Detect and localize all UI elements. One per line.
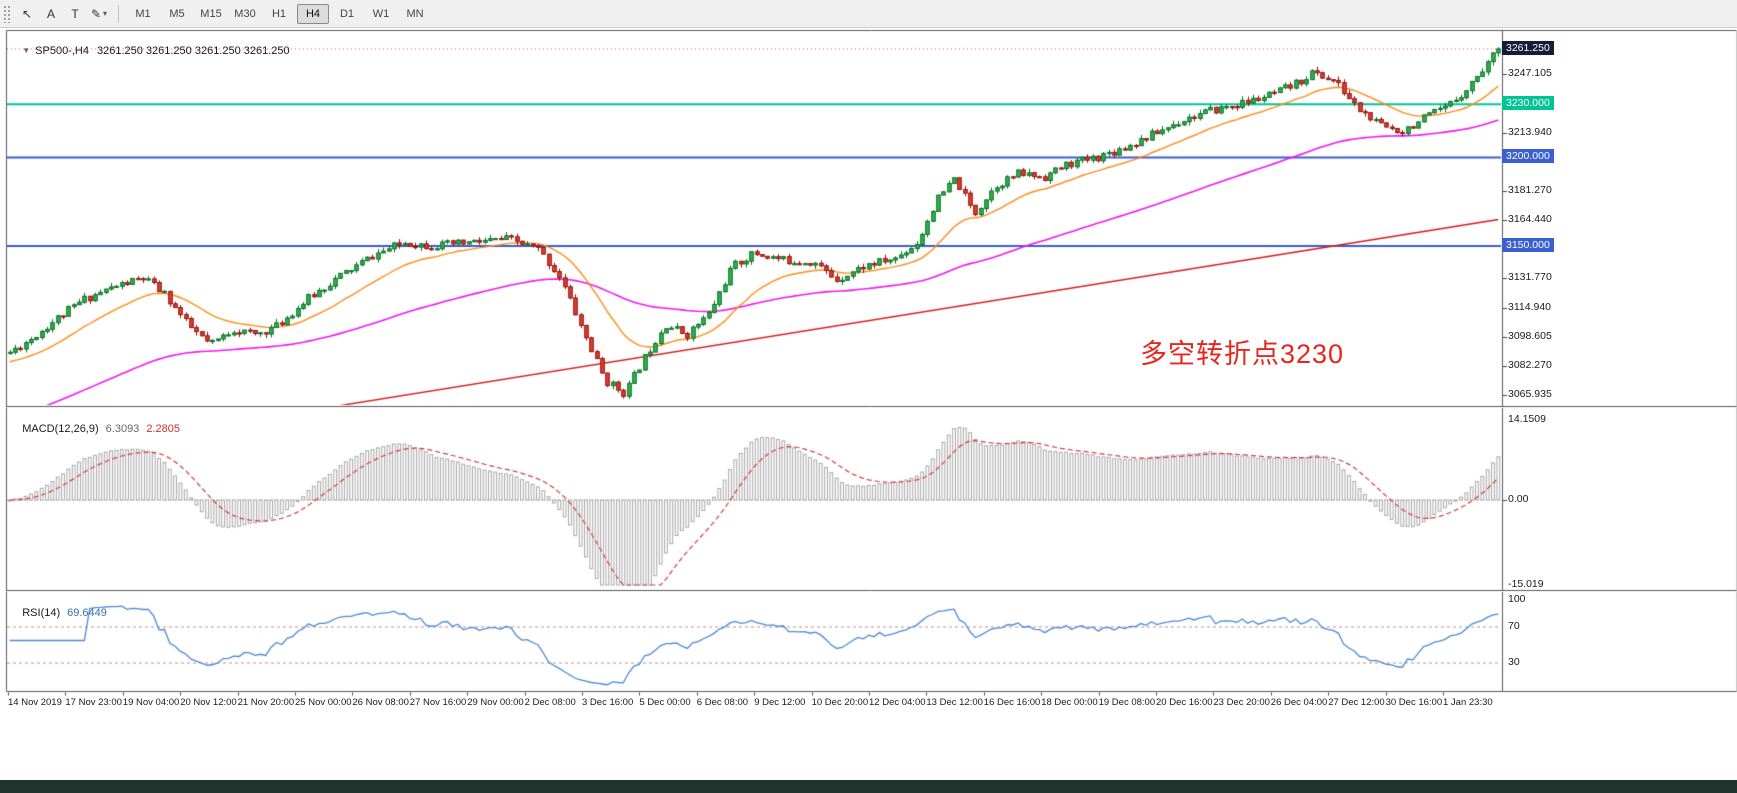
timeframe-button-m5[interactable]: M5 [169, 7, 185, 20]
symbol-header: ▼ SP500-,H4 3261.250 3261.250 3261.250 326… [10, 33, 290, 69]
time-axis-label: 2 Dec 08:00 [524, 697, 576, 708]
price-tick-label: 3082.270 [1508, 359, 1552, 372]
macd-axis-label: 14.1509 [1508, 413, 1546, 425]
ohlc-values: 3261.250 3261.250 3261.250 3261.250 [96, 45, 290, 57]
current-price-label: 3261.250 [1502, 40, 1554, 55]
time-axis-label: 25 Nov 00:00 [295, 697, 352, 708]
time-axis-label: 6 Dec 08:00 [696, 697, 749, 708]
chevron-down-icon: ▾ [103, 9, 108, 18]
macd-main-value: 6.3093 [105, 423, 140, 435]
price-tick-label: 3164.440 [1508, 213, 1552, 226]
time-axis-label: 21 Nov 20:00 [237, 697, 295, 708]
price-level-label: 3230.000 [1502, 96, 1554, 111]
chart-annotation-text: 多空转折点3230 [1140, 339, 1345, 369]
time-axis-label: 9 Dec 12:00 [754, 697, 806, 708]
text-tool-button[interactable]: A [40, 3, 62, 25]
price-tick-label: 3065.935 [1508, 388, 1552, 400]
price-tick-label: 3098.605 [1508, 330, 1552, 343]
draw-tools-dropdown[interactable]: ✎ ▾ [88, 3, 110, 25]
bottom-bar [0, 780, 1737, 793]
time-axis-label: 17 Nov 23:00 [65, 697, 122, 708]
time-axis-label: 30 Dec 16:00 [1385, 697, 1443, 708]
time-axis-label: 5 Dec 00:00 [639, 697, 691, 708]
time-axis-label: 19 Dec 08:00 [1098, 697, 1156, 708]
time-axis-label: 29 Nov 00:00 [467, 697, 524, 708]
rsi-axis-label: 100 [1508, 593, 1526, 605]
text-tool-icon: A [46, 6, 55, 21]
timeframe-button-w1[interactable]: W1 [372, 7, 390, 20]
time-axis-label: 20 Dec 16:00 [1156, 697, 1213, 708]
toolbar: ↖ A T ✎ ▾ M1 M5 M15 M30 H1 H4 D1 W1 MN [0, 0, 1737, 28]
macd-indicator-label: MACD(12,26,9) [22, 423, 99, 435]
timeframe-button-m1[interactable]: M1 [135, 7, 151, 20]
rsi-axis-label: 30 [1508, 656, 1520, 668]
symbol-timeframe-label: SP500-,H4 [35, 45, 89, 57]
macd-header: MACD(12,26,9) 6.3093 2.2805 [10, 411, 180, 447]
price-tick-label: 3114.940 [1508, 301, 1552, 314]
time-axis-label: 19 Nov 04:00 [122, 697, 180, 708]
time-axis-label: 23 Dec 20:00 [1213, 697, 1270, 708]
rsi-indicator-label: RSI(14) [22, 607, 61, 619]
rsi-axis-label: 70 [1508, 620, 1520, 632]
timeframe-button-mn[interactable]: MN [406, 7, 424, 20]
price-tick-label: 3247.105 [1508, 67, 1552, 79]
cursor-icon: ↖ [21, 6, 33, 21]
rsi-header: RSI(14) 69.6449 [10, 595, 107, 631]
macd-axis-label: -15.019 [1508, 578, 1544, 590]
timeframe-button-m15[interactable]: M15 [200, 7, 222, 20]
time-axis-label: 12 Dec 04:00 [869, 697, 926, 708]
label-tool-icon: T [71, 6, 79, 21]
macd-axis-label: 0.00 [1508, 493, 1529, 506]
time-axis-label: 20 Nov 12:00 [180, 697, 237, 708]
time-axis-label: 27 Dec 12:00 [1328, 697, 1385, 708]
timeframe-button-h4[interactable]: H4 [297, 3, 329, 24]
price-level-label: 3150.000 [1502, 238, 1554, 253]
time-axis-label: 26 Nov 08:00 [352, 697, 409, 708]
price-tick-label: 3213.940 [1508, 125, 1552, 138]
timeframe-button-m30[interactable]: M30 [234, 7, 256, 20]
price-tick-label: 3181.270 [1508, 183, 1552, 196]
price-tick-label: 3131.770 [1508, 271, 1552, 284]
symbol-menu-icon[interactable]: ▼ [22, 46, 31, 55]
time-axis-label: 1 Jan 23:30 [1443, 697, 1493, 708]
time-axis-label: 26 Dec 04:00 [1270, 697, 1328, 708]
time-axis-label: 16 Dec 16:00 [983, 697, 1041, 708]
cursor-tool-button[interactable]: ↖ [16, 3, 38, 25]
label-tool-button[interactable]: T [64, 3, 86, 25]
toolbar-grip[interactable] [3, 4, 10, 23]
time-axis-label: 14 Nov 2019 [8, 697, 62, 708]
time-axis-label: 3 Dec 16:00 [582, 697, 634, 708]
time-axis-label: 27 Nov 16:00 [409, 697, 467, 708]
rsi-value: 69.6449 [67, 607, 107, 619]
time-axis-label: 13 Dec 12:00 [926, 697, 983, 708]
time-axis-label: 18 Dec 00:00 [1041, 697, 1098, 708]
time-axis-label: 10 Dec 20:00 [811, 697, 869, 708]
timeframe-button-h1[interactable]: H1 [271, 7, 287, 20]
price-level-label: 3200.000 [1502, 149, 1554, 164]
pencil-icon: ✎ [90, 6, 102, 21]
toolbar-separator [118, 4, 119, 23]
macd-signal-value: 2.2805 [146, 423, 180, 435]
timeframe-button-d1[interactable]: D1 [339, 7, 355, 20]
